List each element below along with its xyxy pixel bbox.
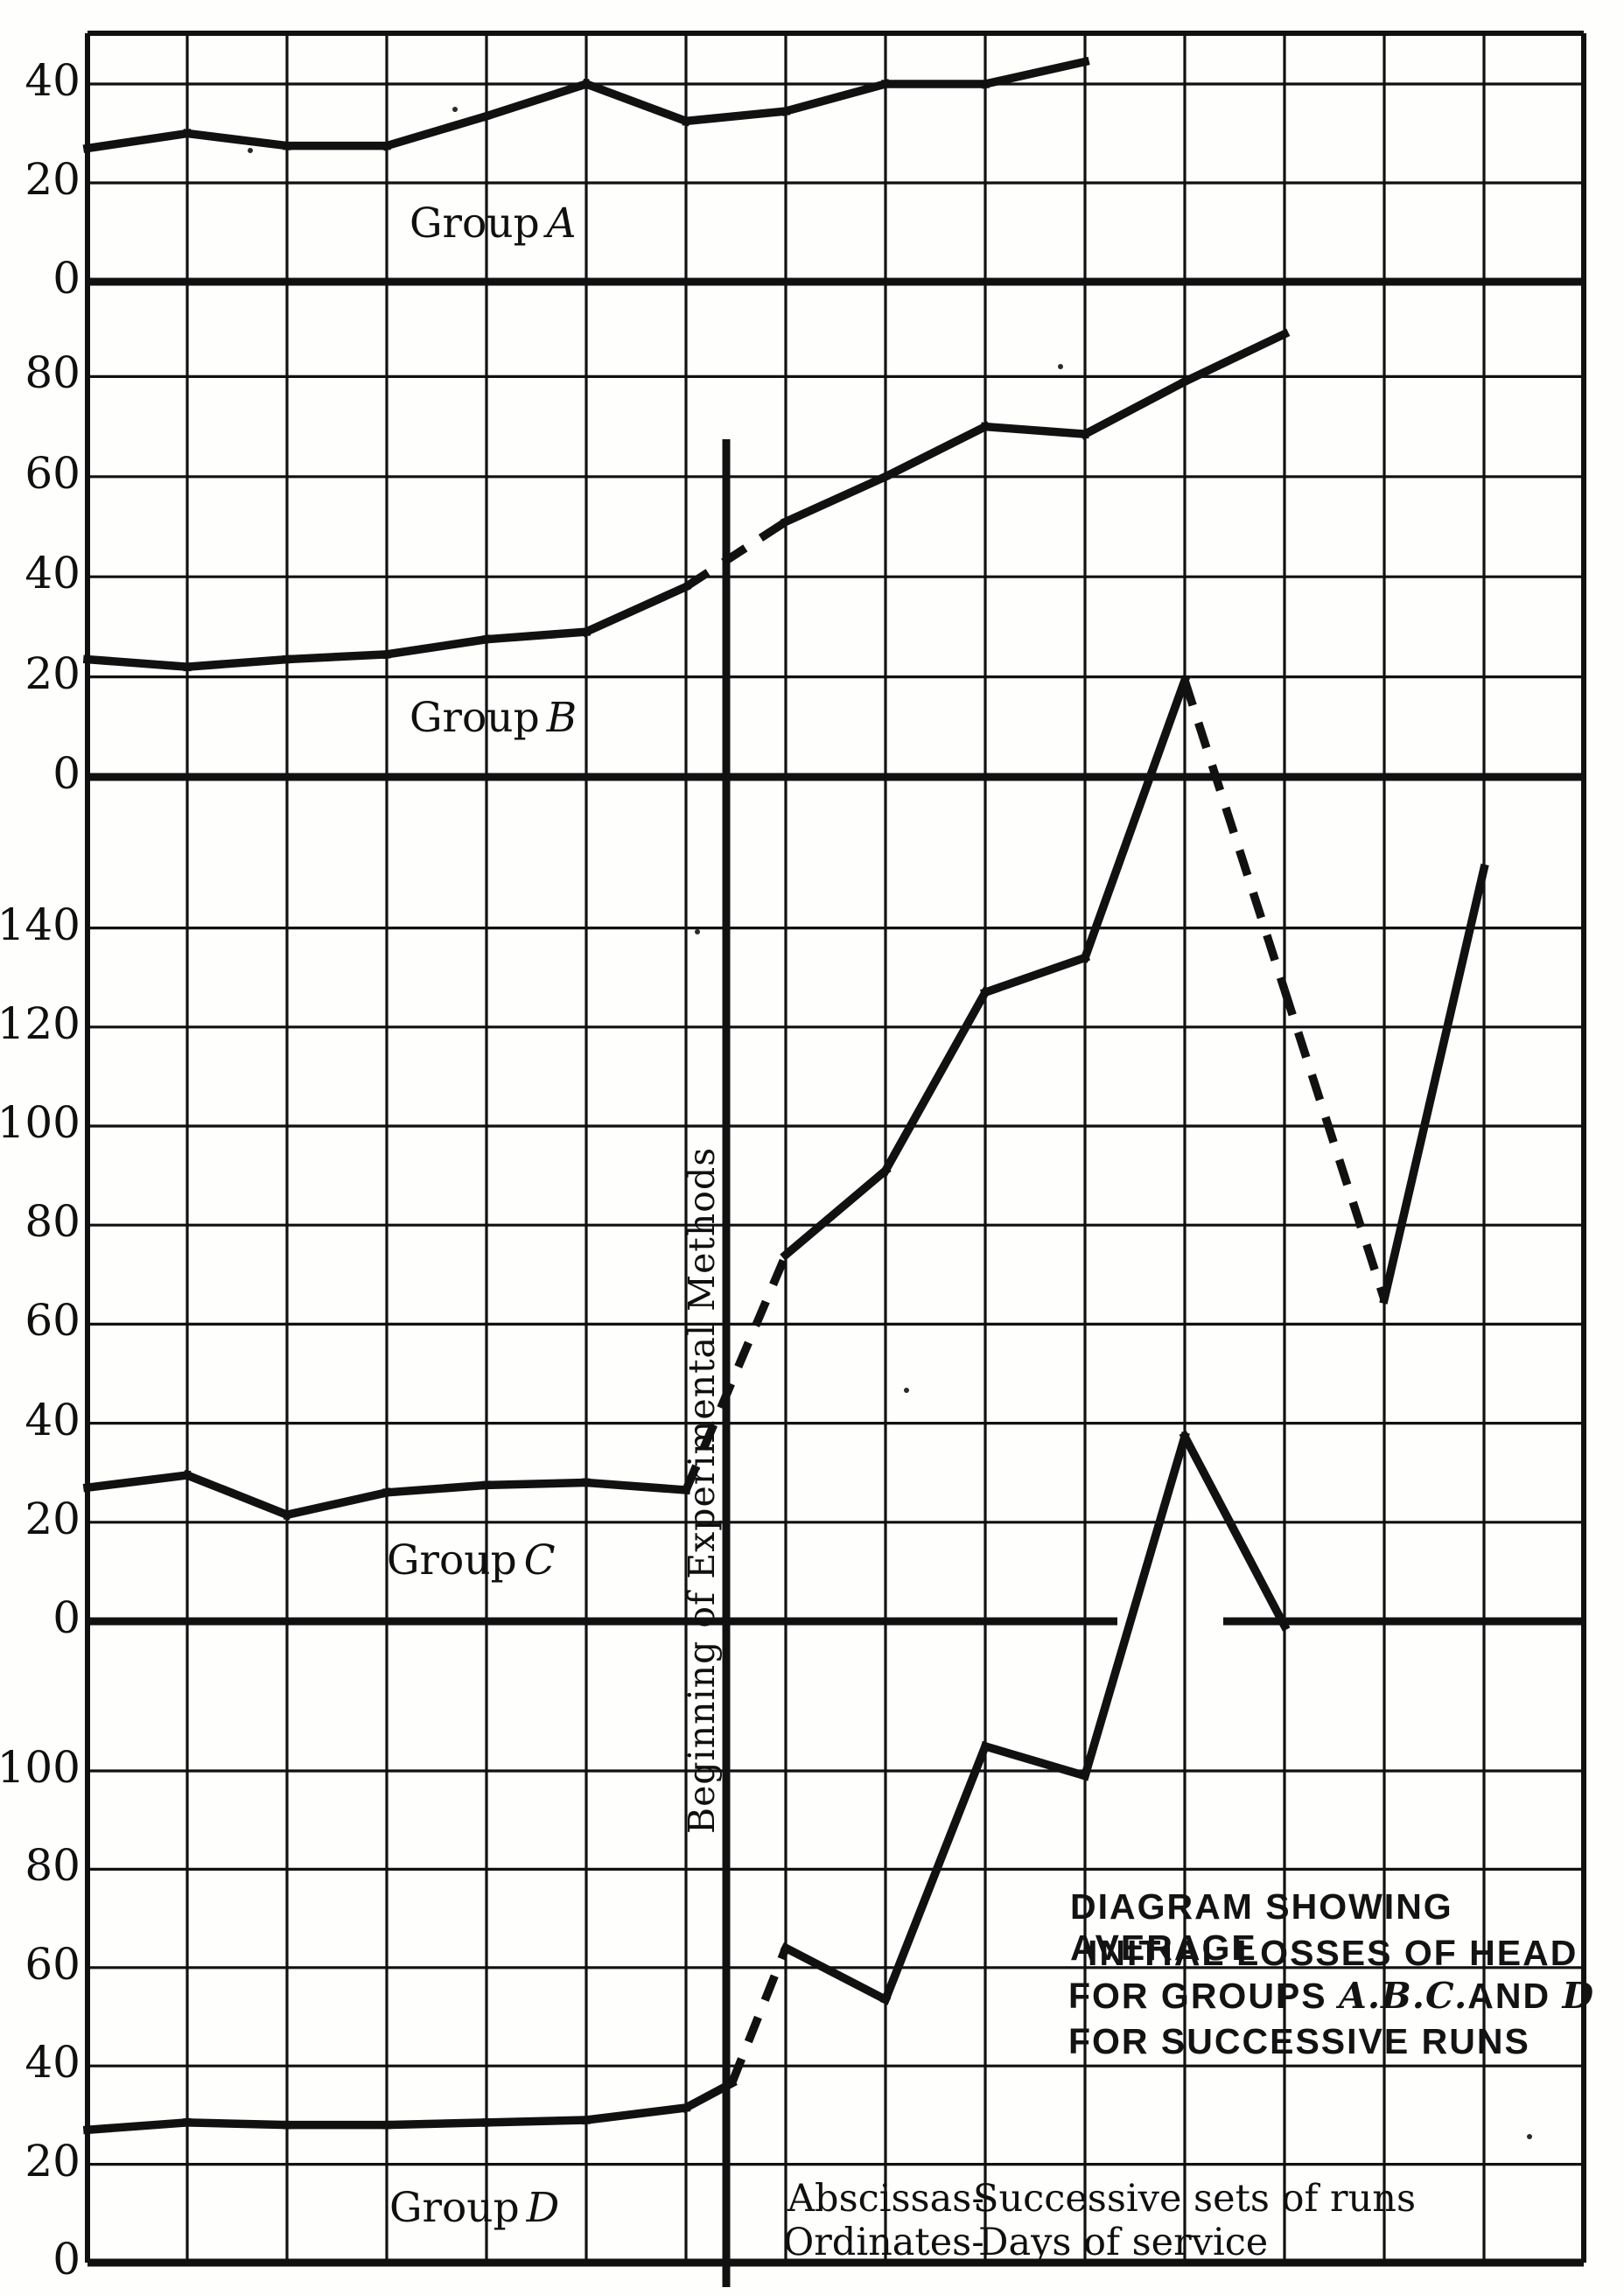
legend-line-4: FOR SUCCESSIVE RUNS	[1068, 2021, 1530, 2061]
curve-group-d-dashed	[728, 1946, 790, 2085]
axis-label-group-d-60: 60	[24, 1938, 80, 1990]
curve-group-c	[382, 1480, 492, 1497]
curve-group-c-dashed	[1180, 679, 1289, 991]
curve-group-b	[580, 581, 692, 638]
curve-group-b	[182, 654, 292, 672]
axis-label-group-b-40: 40	[24, 548, 80, 599]
curve-group-c	[282, 1487, 392, 1520]
curve-group-b	[879, 421, 991, 483]
group-a-letter: A	[546, 199, 577, 248]
curve-group-b	[1079, 375, 1191, 440]
curve-group-d	[581, 2103, 691, 2125]
curve-group-a	[681, 106, 791, 126]
curve-group-a	[780, 79, 891, 116]
axis-label-group-c-60: 60	[24, 1295, 80, 1347]
curve-group-a	[382, 110, 492, 151]
axis-label-group-d-20: 20	[24, 2135, 80, 2187]
axis-label-group-d-40: 40	[24, 2037, 80, 2089]
axis-label-group-c-120: 120	[0, 997, 80, 1049]
axis-label-group-c-20: 20	[24, 1493, 80, 1544]
curve-group-d	[1080, 1431, 1190, 1781]
ordinates-value: Days of service	[978, 2221, 1269, 2264]
curve-group-c	[82, 1470, 192, 1493]
axis-label-group-d-80: 80	[24, 1840, 80, 1892]
print-speckle	[904, 1388, 909, 1393]
print-speckle	[248, 148, 253, 153]
curve-group-a	[580, 78, 692, 127]
curve-group-d	[382, 2117, 491, 2130]
axis-label-group-a-0: 0	[52, 253, 80, 304]
curve-group-d	[879, 1740, 991, 2005]
group-b-letter: B	[546, 694, 578, 742]
group-d-letter: D	[526, 2184, 560, 2232]
curve-group-b	[980, 422, 1090, 439]
curve-group-d	[482, 2116, 591, 2127]
axis-label-group-d-100: 100	[0, 1742, 80, 1793]
legend-groups-italic: A.B.C.	[1339, 1975, 1468, 2017]
axis-label-group-b-0: 0	[52, 748, 80, 799]
curve-group-d	[82, 2117, 192, 2135]
curve-group-a	[980, 56, 1090, 89]
curve-group-c	[1379, 863, 1489, 1305]
curve-group-c	[979, 952, 1091, 998]
curve-group-b	[82, 654, 192, 672]
print-speckle	[1527, 2134, 1532, 2139]
curve-group-c	[581, 1478, 691, 1495]
curve-group-a	[481, 79, 592, 122]
curve-group-b	[1179, 328, 1291, 388]
curve-group-d	[980, 1740, 1090, 1781]
curve-group-c	[482, 1478, 591, 1490]
axis-label-group-c-100: 100	[0, 1097, 80, 1148]
divider-annotation: Beginning of Experimental Methods	[681, 1146, 723, 1834]
curve-group-d	[183, 2117, 291, 2130]
curve-group-a	[82, 129, 192, 153]
axis-label-group-c-40: 40	[24, 1394, 80, 1445]
group-c-label: Group C	[387, 1536, 556, 1585]
curve-group-c	[181, 1469, 293, 1521]
curve-group-b	[780, 471, 892, 528]
curve-group-a	[182, 129, 292, 150]
legend-line-2: INITIAL LOSSES OF HEAD	[1088, 1933, 1578, 1973]
print-speckle	[695, 929, 700, 934]
axis-label-group-a-40: 40	[24, 55, 80, 106]
axis-label-group-b-20: 20	[24, 647, 80, 699]
curve-group-c	[780, 1165, 892, 1261]
group-a-label: Group A	[410, 199, 577, 248]
abscissas-value: Successive sets of runs	[973, 2177, 1417, 2221]
curve-group-c-dashed	[1280, 988, 1389, 1301]
axis-label-group-d-0: 0	[52, 2234, 80, 2285]
axis-label-group-c-140: 140	[0, 899, 80, 950]
axis-label-group-b-80: 80	[24, 347, 80, 399]
legend-line-1: DIAGRAM SHOWING AVERAGE	[1070, 1886, 1453, 1968]
curve-group-c	[1079, 675, 1191, 963]
axis-label-group-b-60: 60	[24, 447, 80, 499]
curve-group-c	[879, 986, 991, 1177]
group-d-label: Group D	[389, 2184, 560, 2232]
group-b-label: Group B	[410, 694, 578, 742]
curve-group-d	[780, 1942, 892, 2005]
axis-label-group-c-80: 80	[24, 1196, 80, 1248]
print-speckle	[1058, 364, 1063, 369]
curve-group-d	[1179, 1431, 1291, 1632]
axis-label-group-a-20: 20	[24, 154, 80, 205]
print-speckle	[452, 107, 458, 112]
ordinates-label: Ordinates-	[783, 2221, 984, 2264]
legend-group-d-italic: D	[1562, 1975, 1595, 2017]
curve-group-b-dashed	[683, 518, 788, 591]
legend-line-3: FOR GROUPS A.B.C.AND D	[1068, 1975, 1595, 2017]
curve-group-b	[382, 634, 492, 660]
curve-group-b	[283, 649, 391, 664]
axis-label-group-c-0: 0	[52, 1592, 80, 1643]
abscissas-label: Abscissas-	[788, 2177, 984, 2221]
group-c-letter: C	[523, 1536, 556, 1585]
curve-group-b	[481, 627, 592, 644]
